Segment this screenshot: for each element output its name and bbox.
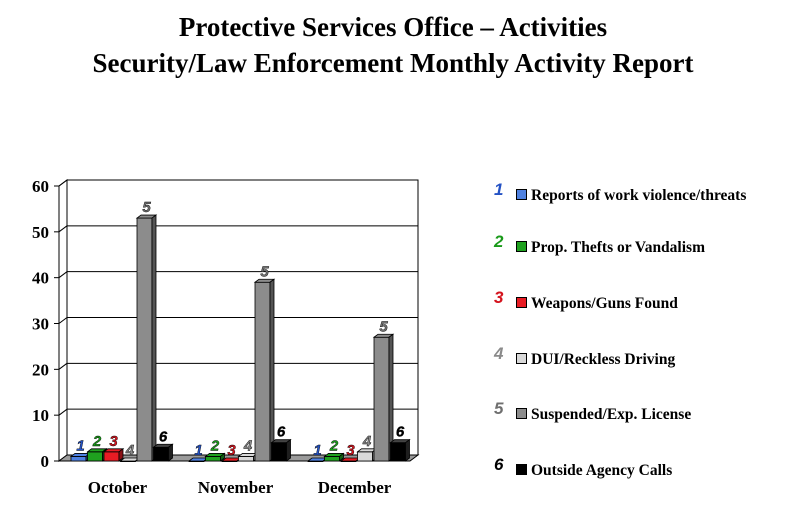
y-tick-label: 30 — [32, 315, 49, 334]
bar-side — [220, 452, 225, 462]
bar — [357, 451, 373, 462]
gridline-side — [58, 408, 68, 416]
y-tick-label: 20 — [32, 360, 49, 379]
legend-swatch — [516, 297, 527, 308]
legend-item: 6 Outside Agency Calls — [490, 455, 780, 495]
legend-item: 3 Weapons/Guns Found — [490, 288, 780, 328]
x-tick-label: December — [318, 478, 392, 497]
data-label: 6 — [396, 424, 405, 441]
legend-marker: 2 — [494, 232, 504, 251]
data-label: 1 — [313, 442, 321, 459]
legend-label: Prop. Thefts or Vandalism — [531, 239, 705, 256]
legend-label: Reports of work violence/threats — [531, 187, 747, 204]
data-label: 2 — [210, 437, 220, 454]
legend-item: 1 Reports of work violence/threats — [490, 180, 780, 220]
data-label: 3 — [346, 442, 355, 459]
bar — [271, 442, 287, 462]
legend-swatch — [516, 189, 527, 200]
data-label: 3 — [109, 433, 118, 450]
bar — [103, 451, 120, 462]
bar-side — [151, 214, 157, 462]
bar-side — [269, 278, 275, 462]
data-label: 1 — [194, 442, 202, 459]
gridline-side — [58, 179, 68, 187]
legend-label: Outside Agency Calls — [531, 462, 673, 479]
gridline-side — [58, 225, 68, 233]
legend-item: 2 Prop. Thefts or Vandalism — [490, 232, 780, 272]
legend-item: 5 Suspended/Exp. License — [490, 399, 780, 439]
data-label: 2 — [329, 437, 339, 454]
bar — [373, 336, 390, 462]
legend-label: Suspended/Exp. License — [531, 406, 692, 423]
legend-marker: 3 — [494, 288, 504, 307]
legend-swatch — [516, 408, 527, 419]
bar — [238, 456, 254, 462]
x-tick-label: November — [198, 478, 274, 497]
legend-swatch — [516, 464, 527, 475]
legend-marker: 6 — [494, 455, 504, 474]
gridline-side — [58, 317, 68, 324]
bar — [390, 442, 406, 462]
bar — [153, 446, 169, 462]
bar — [324, 456, 340, 462]
bar-side — [339, 452, 344, 462]
x-tick-label: October — [88, 478, 148, 497]
data-label: 3 — [227, 442, 236, 459]
data-label: 4 — [362, 433, 372, 450]
legend-swatch — [516, 241, 527, 252]
y-tick-label: 40 — [32, 269, 49, 288]
legend-label: Weapons/Guns Found — [531, 295, 678, 312]
data-label: 6 — [277, 424, 286, 441]
legend-label: DUI/Reckless Driving — [531, 351, 676, 368]
data-label: 4 — [125, 442, 135, 459]
legend-item: 4 DUI/Reckless Driving — [490, 344, 780, 384]
y-tick-label: 10 — [32, 406, 49, 425]
gridline-side — [58, 271, 68, 279]
data-label: 5 — [142, 199, 151, 216]
y-tick-label: 60 — [32, 177, 49, 196]
chart-title-line2: Security/Law Enforcement Monthly Activit… — [92, 48, 694, 78]
legend-marker: 4 — [494, 344, 504, 363]
data-label: 6 — [159, 428, 168, 445]
data-label: 1 — [76, 437, 84, 454]
bar-side — [405, 438, 410, 462]
bar — [70, 456, 87, 462]
bar — [87, 451, 103, 462]
data-label: 2 — [92, 433, 102, 450]
chart-title-line1: Protective Services Office – Activities — [178, 12, 608, 42]
data-label: 5 — [379, 318, 388, 335]
data-label: 5 — [260, 263, 269, 280]
bar — [205, 456, 221, 462]
legend-marker: 1 — [494, 180, 504, 199]
data-label: 4 — [243, 437, 253, 454]
bar — [136, 217, 153, 462]
bar — [254, 281, 271, 462]
y-tick-label: 50 — [32, 223, 49, 242]
bar-side — [168, 443, 173, 462]
bar-side — [286, 438, 291, 462]
legend-marker: 5 — [494, 399, 504, 418]
y-tick-label: 0 — [41, 452, 50, 471]
gridline-side — [58, 362, 68, 370]
bar-side — [118, 448, 124, 462]
legend-swatch — [516, 353, 527, 364]
